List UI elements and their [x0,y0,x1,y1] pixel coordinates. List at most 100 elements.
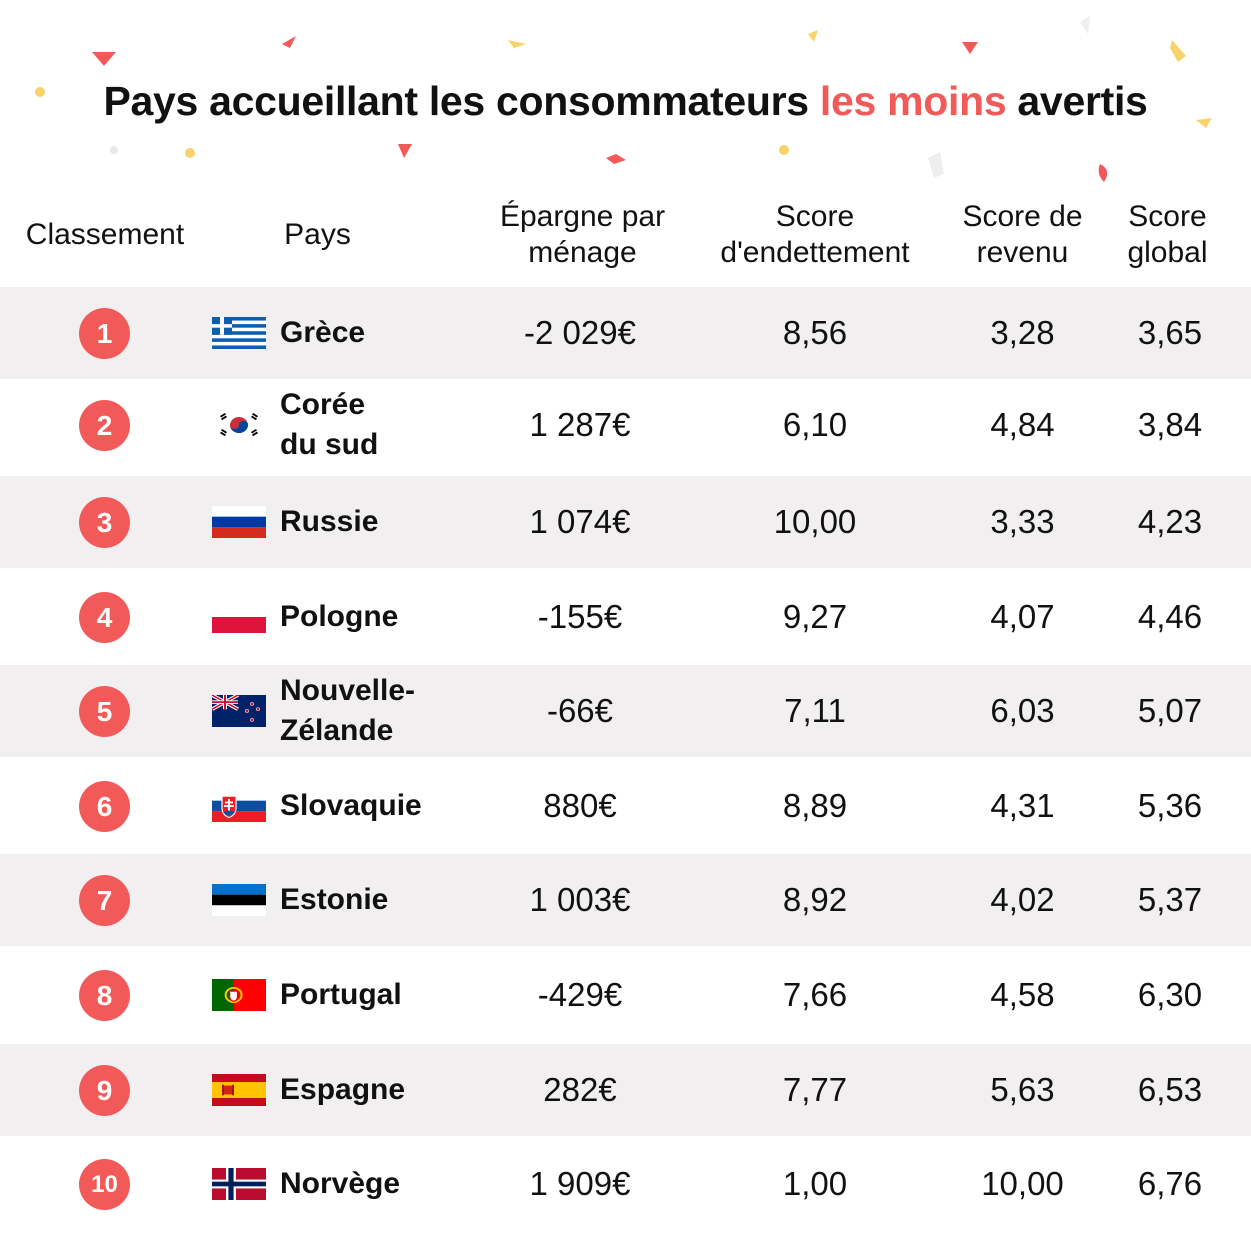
debt-score-cell: 8,92 [782,881,848,918]
country-name: Estonie [280,854,388,946]
savings-cell: 1 003€ [529,881,631,918]
greece-flag-icon [212,317,266,349]
country-line1: Grèce [280,316,366,349]
table-row: 10 Norvège 1 909€ 1,00 10,00 6,76 [0,1138,1251,1230]
spain-flag-icon [212,1074,266,1106]
title-part2: avertis [1006,78,1148,124]
overall-score-cell: 4,23 [1137,503,1203,540]
header-income-line2: revenu [976,236,1069,269]
income-score-cell: 5,63 [990,1071,1055,1108]
overall-score-cell: 4,46 [1137,598,1203,635]
debt-score-cell: 7,11 [784,692,846,729]
table-row: 9 Espagne 282€ 7,77 5,63 6,53 [0,1044,1251,1136]
country-line1: Portugal [280,978,402,1011]
rank-badge: 9 [79,1065,130,1116]
income-score-cell: 10,00 [981,1165,1064,1202]
table-row: 6 Slovaquie 880€ 8,89 4,31 5,36 [0,760,1251,852]
savings-cell: -66€ [546,692,614,729]
debt-score-cell: 7,66 [782,976,848,1013]
debt-score-cell: 1,00 [782,1165,848,1202]
debt-score-cell: 7,77 [782,1071,848,1108]
portugal-flag-icon [212,979,266,1011]
income-score-cell: 3,33 [990,503,1055,540]
slovakia-flag-icon [212,790,266,822]
savings-cell: 1 074€ [529,503,631,540]
table-row: 1 Grèce -2 029€ 8,56 3,28 3,65 [0,287,1251,379]
overall-score-cell: 6,76 [1137,1165,1203,1202]
country-line1: Pologne [280,600,399,633]
table-header: Classement Pays Épargne par ménage Score d… [0,190,1251,280]
savings-cell: 880€ [543,787,617,824]
header-savings-line2: ménage [528,236,637,269]
south-korea-flag-icon [212,409,266,441]
header-debt: Score d'endettement [695,190,935,280]
header-overall-line1: Score [1128,200,1207,233]
rank-badge: 8 [79,970,130,1021]
header-income: Score de revenu [945,190,1100,280]
page-title: Pays accueillant les consommateurs les m… [0,78,1251,125]
norway-flag-icon [212,1168,266,1200]
header-income-line1: Score de [962,200,1083,233]
savings-cell: -429€ [537,976,623,1013]
header-overall: Score global [1105,190,1230,280]
income-score-cell: 4,07 [990,598,1055,635]
rank-badge: 6 [79,781,130,832]
country-name: Portugal [280,949,402,1041]
header-savings-line1: Épargne par [499,200,666,233]
table-row: 5 Nouvelle- Zélande -66€ 7,11 6,03 5,07 [0,665,1251,757]
savings-cell: -2 029€ [524,314,636,351]
country-line2: du sud [280,428,379,461]
country-line1: Slovaquie [280,789,422,822]
income-score-cell: 4,02 [990,881,1055,918]
country-name: Espagne [280,1044,405,1136]
header-overall-line2: global [1127,236,1208,269]
header-debt-line1: Score [775,200,855,233]
header-debt-line2: d'endettement [720,236,910,269]
income-score-cell: 4,84 [990,406,1055,443]
country-name: Norvège [280,1138,400,1230]
income-score-cell: 6,03 [990,692,1055,729]
header-savings: Épargne par ménage [470,190,695,280]
overall-score-cell: 6,30 [1137,976,1203,1013]
country-name: Nouvelle- Zélande [280,665,415,757]
savings-cell: 282€ [543,1071,617,1108]
header-rank: Classement [25,218,185,251]
title-highlight: les moins [819,78,1007,124]
savings-cell: 1 287€ [529,406,631,443]
income-score-cell: 3,28 [990,314,1055,351]
debt-score-cell: 8,89 [782,787,848,824]
savings-cell: -155€ [537,598,623,635]
country-line1: Corée [280,388,366,421]
country-line1: Nouvelle- [280,674,416,707]
rank-badge: 7 [79,875,130,926]
rank-badge: 10 [79,1159,130,1210]
confetti-decoration [35,16,1212,182]
overall-score-cell: 3,84 [1137,406,1203,443]
debt-score-cell: 10,00 [773,503,857,540]
country-name: Russie [280,476,378,568]
table-row: 7 Estonie 1 003€ 8,92 4,02 5,37 [0,854,1251,946]
debt-score-cell: 8,56 [782,314,848,351]
country-line2: Zélande [280,714,394,747]
overall-score-cell: 5,36 [1137,787,1203,824]
income-score-cell: 4,58 [990,976,1055,1013]
debt-score-cell: 6,10 [782,406,848,443]
overall-score-cell: 6,53 [1137,1071,1203,1108]
rank-badge: 1 [79,308,130,359]
table-row: 8 Portugal -429€ 7,66 4,58 6,30 [0,949,1251,1041]
russia-flag-icon [212,506,266,538]
header-country: Pays [284,218,351,251]
country-name: Pologne [280,571,398,663]
table-row: 3 Russie 1 074€ 10,00 3,33 4,23 [0,476,1251,568]
overall-score-cell: 3,65 [1137,314,1203,351]
country-line1: Russie [280,505,379,538]
overall-score-cell: 5,37 [1137,881,1203,918]
savings-cell: 1 909€ [529,1165,631,1202]
income-score-cell: 4,31 [990,787,1055,824]
rank-badge: 5 [79,686,130,737]
table-row: 2 Corée du sud 1 287€ 6,10 4,84 3,84 [0,379,1251,471]
new-zealand-flag-icon [212,695,266,727]
country-name: Slovaquie [280,760,422,852]
poland-flag-icon [212,601,266,633]
rank-badge: 3 [79,497,130,548]
